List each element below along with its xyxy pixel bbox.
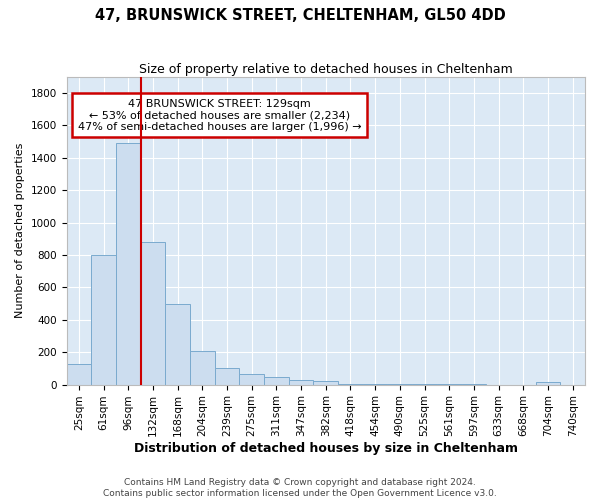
Title: Size of property relative to detached houses in Cheltenham: Size of property relative to detached ho…	[139, 62, 512, 76]
Bar	[289, 380, 313, 384]
Y-axis label: Number of detached properties: Number of detached properties	[15, 143, 25, 318]
Text: 47 BRUNSWICK STREET: 129sqm
← 53% of detached houses are smaller (2,234)
47% of : 47 BRUNSWICK STREET: 129sqm ← 53% of det…	[77, 98, 361, 132]
Text: Contains HM Land Registry data © Crown copyright and database right 2024.
Contai: Contains HM Land Registry data © Crown c…	[103, 478, 497, 498]
Bar	[67, 364, 91, 384]
Bar	[536, 382, 560, 384]
Bar	[264, 378, 289, 384]
Text: 47, BRUNSWICK STREET, CHELTENHAM, GL50 4DD: 47, BRUNSWICK STREET, CHELTENHAM, GL50 4…	[95, 8, 505, 22]
Bar	[116, 143, 140, 384]
X-axis label: Distribution of detached houses by size in Cheltenham: Distribution of detached houses by size …	[134, 442, 518, 455]
Bar	[91, 255, 116, 384]
Bar	[215, 368, 239, 384]
Bar	[190, 352, 215, 384]
Bar	[165, 304, 190, 384]
Bar	[313, 382, 338, 384]
Bar	[239, 374, 264, 384]
Bar	[140, 242, 165, 384]
